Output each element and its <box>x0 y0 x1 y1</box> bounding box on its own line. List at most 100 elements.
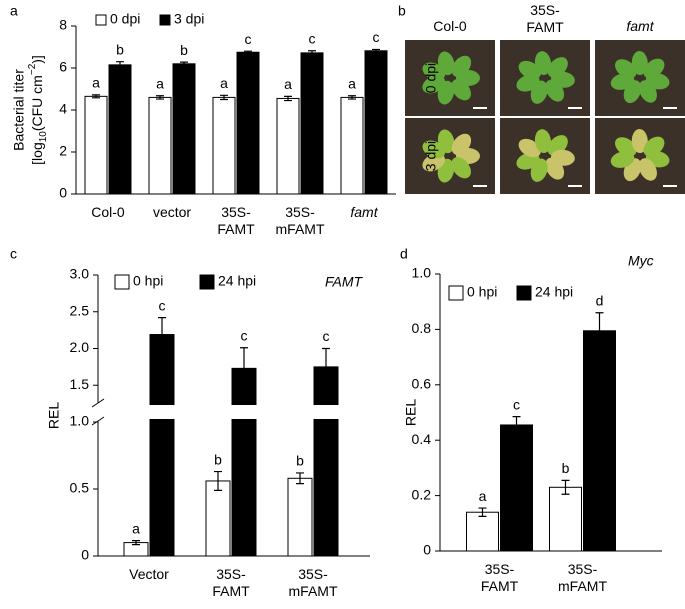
y-tick-label: 1.0 <box>70 413 90 429</box>
significance-letter: c <box>373 29 380 45</box>
x-tick-label: 35S- FAMT <box>480 561 519 594</box>
legend-swatch <box>159 14 171 26</box>
break-mark <box>91 398 105 426</box>
plant-photo <box>405 118 495 194</box>
leaf <box>550 149 575 166</box>
legend-label: 24 hpi <box>535 284 573 300</box>
y-tick-label: 4 <box>59 101 67 117</box>
leaf <box>550 71 575 88</box>
column-label: 35S- FAMT <box>526 2 564 35</box>
x-tick-label: 35S- FAMT <box>212 566 250 599</box>
y-tick-label: 0.5 <box>70 480 90 496</box>
significance-letter: a <box>132 520 140 536</box>
error-bar <box>240 347 248 390</box>
leaf <box>451 157 471 179</box>
photo-background <box>500 40 590 116</box>
y-axis-label-part: −2 <box>27 63 38 75</box>
leaf <box>638 158 657 181</box>
legend-label: 3 dpi <box>174 11 204 27</box>
significance-letter: a <box>220 75 228 91</box>
legend-label: 0 hpi <box>467 284 497 300</box>
y-tick-label: 1.0 <box>412 265 432 281</box>
bar <box>364 50 388 195</box>
x-tick-label: 35S- mFAMT <box>275 204 325 237</box>
annotation: Myc <box>628 253 654 269</box>
error-bar <box>478 507 487 517</box>
x-tick-label: vector <box>152 204 192 220</box>
significance-letter: c <box>241 327 248 343</box>
bar <box>500 424 533 552</box>
error-bar <box>561 479 570 495</box>
error-bar <box>512 416 521 434</box>
y-axis-label: REL <box>46 402 62 429</box>
bar <box>340 96 364 195</box>
significance-letter: b <box>116 41 124 57</box>
significance-letter: c <box>309 30 316 46</box>
row-label: 0 dpi <box>423 63 439 93</box>
leaf <box>631 129 648 153</box>
y-tick-label: 3.0 <box>70 266 90 282</box>
x-tick-label: Vector <box>129 566 169 582</box>
error-bar <box>296 472 304 485</box>
error-bar <box>220 94 228 101</box>
y-tick-label: 2 <box>59 143 67 159</box>
bar <box>583 330 616 552</box>
x-tick-label: Col-0 <box>91 204 125 220</box>
y-axis-label-part: (CFU cm <box>29 75 45 131</box>
y-tick-label: 0.4 <box>412 431 432 447</box>
legend-label: 0 hpi <box>133 273 163 289</box>
significance-letter: b <box>214 451 222 467</box>
bar <box>300 52 324 195</box>
y-axis-label: [log10(CFU cm−2)] <box>27 55 49 165</box>
significance-letter: b <box>180 42 188 58</box>
error-bar <box>158 317 166 353</box>
error-bar <box>214 470 222 491</box>
legend-swatch <box>199 274 215 290</box>
error-bar <box>156 95 164 100</box>
y-tick-label: 6 <box>59 59 67 75</box>
plant-photo <box>500 118 590 194</box>
leaf <box>615 137 637 157</box>
significance-letter: a <box>156 75 164 91</box>
photo-background <box>500 118 590 194</box>
bar <box>149 334 175 557</box>
significance-letter: d <box>596 292 604 308</box>
bar <box>466 511 499 552</box>
y-tick-label: 0.6 <box>412 376 432 392</box>
bar <box>231 367 257 557</box>
error-bar <box>116 61 124 69</box>
bar <box>549 486 582 552</box>
y-tick-label: 0.2 <box>412 486 432 502</box>
plant-photo <box>500 40 590 116</box>
panel-label: c <box>10 246 17 262</box>
bar <box>276 97 300 195</box>
significance-letter: a <box>92 75 100 91</box>
leaf <box>615 59 637 79</box>
error-bar <box>132 539 140 546</box>
y-axis-label: Bacterial titer <box>11 69 27 151</box>
panel-label: d <box>400 246 408 262</box>
bar <box>212 96 236 195</box>
leaf <box>437 129 455 154</box>
leaf <box>638 80 657 103</box>
y-tick-label: 2.5 <box>70 302 90 318</box>
leaf <box>534 51 552 76</box>
row-label: 3 dpi <box>423 141 439 171</box>
y-tick-label: 0 <box>59 185 67 201</box>
bar <box>172 63 196 195</box>
axis-break <box>99 405 371 419</box>
leaf <box>451 133 472 156</box>
leaf <box>451 79 471 101</box>
leaf <box>437 51 455 76</box>
column-label: famt <box>626 18 654 34</box>
y-axis-label: REL <box>403 399 419 426</box>
significance-letter: a <box>284 76 292 92</box>
leaf <box>451 55 472 78</box>
bar <box>108 64 132 195</box>
y-tick-label: 0 <box>81 547 89 563</box>
error-bar <box>348 95 356 100</box>
panel-label: a <box>10 3 18 19</box>
y-tick-label: 8 <box>59 17 67 33</box>
bar <box>148 96 172 195</box>
y-axis-label-part: 10 <box>38 131 49 143</box>
